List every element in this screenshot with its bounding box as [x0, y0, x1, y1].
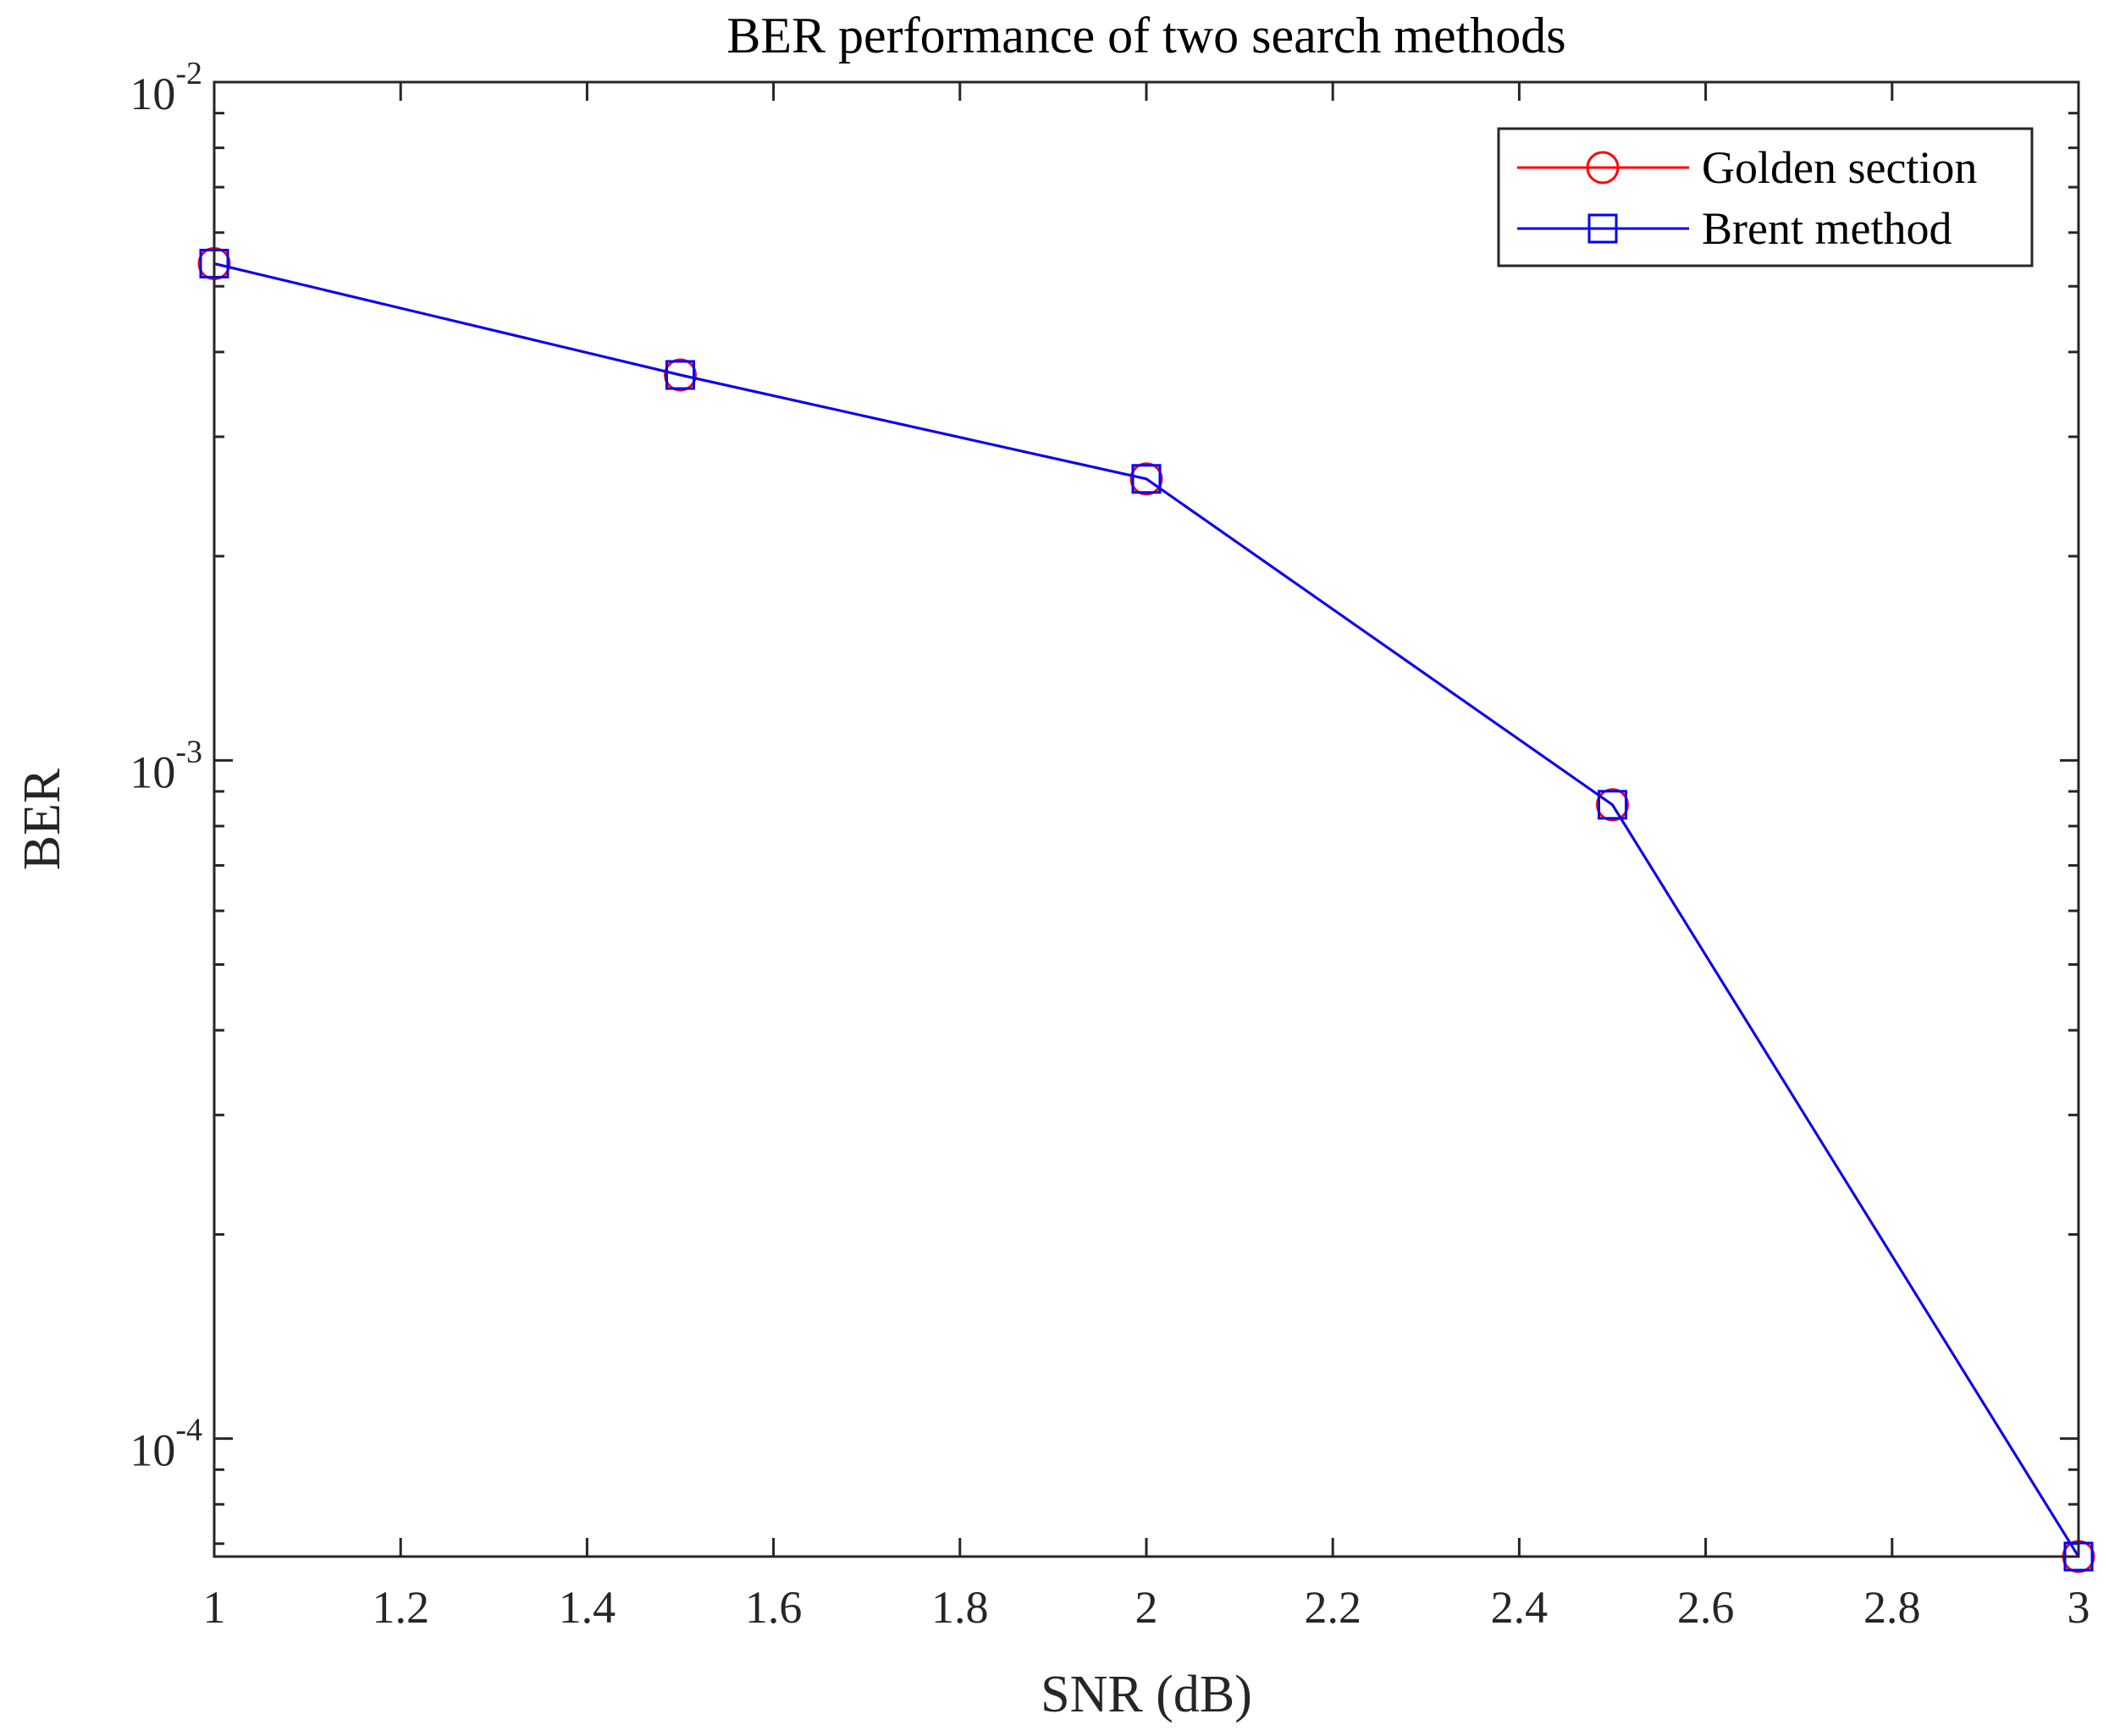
x-tick-label: 3 [2068, 1582, 2090, 1633]
x-tick-label: 2.2 [1304, 1582, 1361, 1633]
x-tick-label: 1.2 [372, 1582, 429, 1633]
legend-marker-circle-icon [1586, 151, 1620, 185]
y-tick-label: 10-2 [130, 56, 202, 119]
legend-label-brent-method: Brent method [1702, 203, 1952, 254]
x-tick-label: 1 [203, 1582, 226, 1633]
chart-title: BER performance of two search methods [726, 8, 1565, 63]
data-point-circle [664, 358, 697, 392]
x-tick-label: 2.6 [1677, 1582, 1735, 1633]
data-point-square [1131, 464, 1162, 494]
axis-ticks [213, 80, 2080, 1557]
axes-box [213, 80, 2080, 1558]
x-tick-label: 1.4 [559, 1582, 616, 1633]
legend: Golden section Brent method [1497, 127, 2034, 267]
x-axis-label: SNR (dB) [1041, 1666, 1252, 1723]
data-point-circle [1596, 788, 1629, 822]
y-tick-label: 10-4 [130, 1413, 202, 1476]
plot-area [214, 82, 2079, 1557]
legend-label-golden-section: Golden section [1702, 142, 1977, 193]
series-line [213, 262, 2080, 1557]
axis-tick-labels: 1 1.2 1.4 1.6 1.8 2 2.2 2.4 2.6 2.8 3 10-4 10-3 10-2 [130, 56, 2090, 1633]
x-tick-label: 1.6 [745, 1582, 803, 1633]
legend-entry-golden-section: Golden section [1517, 142, 1977, 193]
y-tick-label: 10-3 [130, 734, 202, 797]
y-axis-label: BER [14, 768, 71, 870]
data-point-circle [1129, 462, 1163, 496]
data-point-square [1598, 790, 1627, 820]
legend-box [1497, 127, 2034, 267]
data-point-square [665, 360, 695, 390]
legend-marker-square-icon [1587, 213, 1618, 244]
x-tick-label: 2.4 [1491, 1582, 1549, 1633]
x-tick-label: 1.8 [931, 1582, 989, 1633]
x-tick-label: 2 [1135, 1582, 1158, 1633]
legend-entry-brent-method: Brent method [1517, 203, 1952, 254]
x-tick-label: 2.8 [1863, 1582, 1921, 1633]
